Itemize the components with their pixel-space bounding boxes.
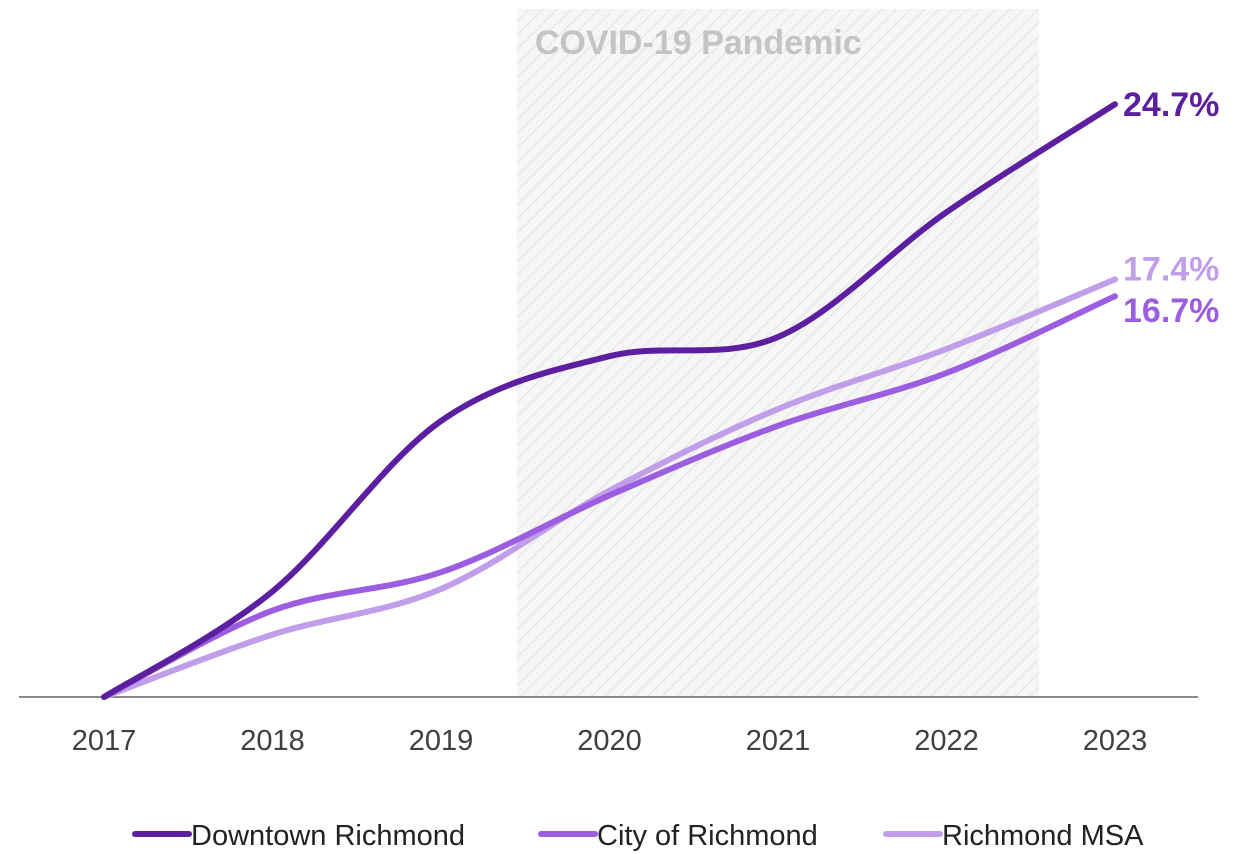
x-tick-label-2020: 2020: [577, 725, 642, 757]
legend-label-city-of-richmond: City of Richmond: [597, 820, 818, 852]
covid-pandemic-band: [516, 9, 1040, 697]
end-label-downtown-richmond: 24.7%: [1123, 86, 1219, 124]
x-tick-label-2022: 2022: [914, 725, 979, 757]
series-line-richmond-msa: [101, 276, 1118, 700]
end-label-city-of-richmond: 16.7%: [1123, 292, 1219, 330]
x-tick-label-2018: 2018: [240, 725, 305, 757]
covid-pandemic-label: COVID-19 Pandemic: [535, 24, 862, 62]
x-tick-label-2023: 2023: [1083, 725, 1148, 757]
x-tick-label-2021: 2021: [746, 725, 811, 757]
legend-label-richmond-msa: Richmond MSA: [942, 820, 1144, 852]
x-tick-label-2017: 2017: [72, 725, 137, 757]
end-label-richmond-msa: 17.4%: [1123, 250, 1219, 288]
series-line-downtown-richmond: [101, 101, 1118, 700]
x-tick-label-2019: 2019: [409, 725, 474, 757]
legend-label-downtown-richmond: Downtown Richmond: [191, 820, 465, 852]
